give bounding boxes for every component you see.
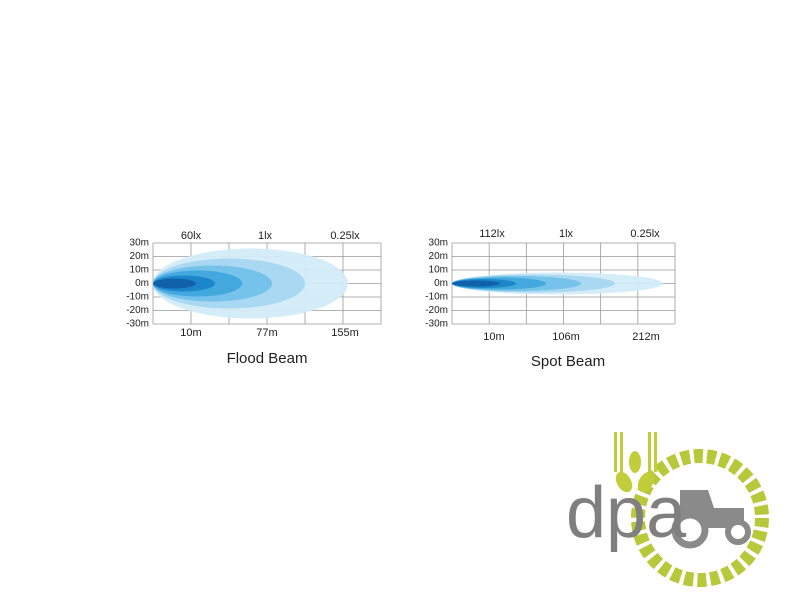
y-label: -10m xyxy=(425,292,448,303)
y-label: 20m xyxy=(130,251,149,262)
y-label: 10m xyxy=(130,265,149,276)
y-label: -30m xyxy=(126,319,149,330)
distance-label: 212m xyxy=(632,331,660,343)
illuminance-label: 0.25lx xyxy=(330,230,360,242)
y-label: -20m xyxy=(126,305,149,316)
logo-gear-ring xyxy=(631,449,769,587)
distance-label: 77m xyxy=(256,327,277,339)
logo-text: dpa xyxy=(566,473,687,553)
logo: dpa xyxy=(566,432,769,587)
illuminance-label: 1lx xyxy=(559,228,574,240)
y-label: 0m xyxy=(135,278,149,289)
beam-diagrams: 30m 20m 10m 0m -10m -20m -30m 60lx 1lx 0.25lx 10m 7… xyxy=(126,228,676,370)
illuminance-label: 0.25lx xyxy=(630,228,660,240)
beam-zone xyxy=(153,278,196,289)
distance-label: 10m xyxy=(483,331,504,343)
y-label: 30m xyxy=(130,238,149,249)
illuminance-label: 1lx xyxy=(258,230,273,242)
y-label: 30m xyxy=(429,238,448,249)
illuminance-label: 60lx xyxy=(181,230,202,242)
y-label: -30m xyxy=(425,319,448,330)
logo-wheat xyxy=(614,432,657,493)
distance-label: 10m xyxy=(180,327,201,339)
beam-diagram: 30m 20m 10m 0m -10m -20m -30m 60lx 1lx 0.25lx 10m 7… xyxy=(126,230,382,367)
y-label: 0m xyxy=(434,278,448,289)
distance-label: 155m xyxy=(331,327,359,339)
y-label: 20m xyxy=(429,251,448,262)
y-label: -10m xyxy=(126,292,149,303)
y-label: 10m xyxy=(429,265,448,276)
caption: Spot Beam xyxy=(531,353,605,370)
caption: Flood Beam xyxy=(227,350,308,367)
beam-zone xyxy=(452,280,500,287)
distance-label: 106m xyxy=(552,331,580,343)
y-label: -20m xyxy=(425,305,448,316)
logo-tractor xyxy=(671,490,751,549)
illuminance-label: 112lx xyxy=(479,228,505,240)
beam-diagram: 30m 20m 10m 0m -10m -20m -30m 112lx 1lx 0.25lx 10m… xyxy=(425,228,676,370)
